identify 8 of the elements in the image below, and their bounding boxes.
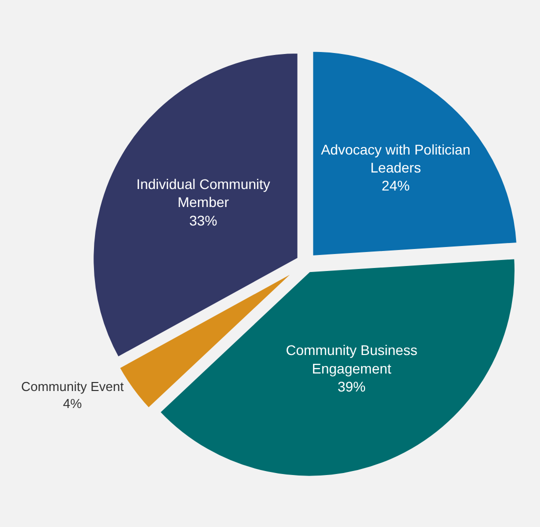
slice-label: Community Business Engagement	[286, 342, 418, 376]
data-label: 4%	[63, 396, 82, 411]
slice-label: Community Event	[21, 378, 124, 394]
slice-label: Advocacy with Politician Leaders	[320, 141, 470, 176]
data-label: 39%	[338, 378, 366, 395]
slice-label: Individual Community Member	[136, 176, 270, 210]
data-label: 33%	[189, 212, 218, 228]
data-label: 24%	[382, 178, 410, 194]
